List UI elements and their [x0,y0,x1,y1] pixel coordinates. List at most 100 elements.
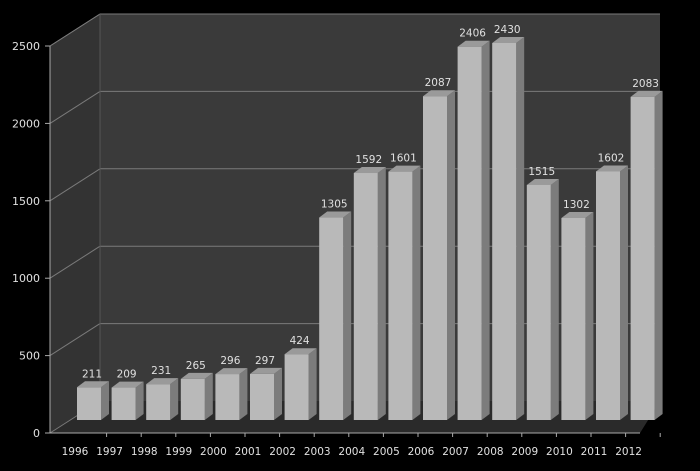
bar-2008 [492,43,517,420]
bar-2010 [561,218,586,420]
x-tick-label: 1996 [62,446,89,458]
bar-side-1998 [170,378,179,420]
x-tick-label: 2008 [477,446,504,458]
x-tick-label: 2010 [546,446,573,458]
bar-side-2001 [274,367,282,420]
bar-side-2009 [550,178,559,420]
top-edge [49,13,101,47]
data-label: 2430 [494,24,521,36]
y-tick-label: 1500 [12,195,40,208]
y-tick-label: 2500 [12,40,40,53]
bar-2000 [215,374,240,420]
data-label: 424 [290,335,310,347]
bar-side-2006 [447,90,455,420]
bar-2011 [596,171,620,420]
bar-top-2006 [423,90,455,97]
bar-side-2010 [585,212,594,420]
y-tick-label: 2000 [12,117,40,130]
bar-2003 [319,217,344,420]
bar-top-2000 [215,368,248,375]
bar-2007 [457,46,482,421]
data-label: 265 [186,360,206,372]
bar-top-2007 [457,40,490,47]
x-tick-label: 2000 [200,446,227,458]
data-label: 1305 [321,199,348,211]
data-label: 1592 [355,154,382,166]
x-tick-label: 2009 [511,446,538,458]
x-axis: 1996 1997 1998 1999 2000 2001 2002 2003 2004 2005… [50,432,661,458]
bar-side-2012 [654,90,663,421]
x-tick-label: 2006 [408,446,435,458]
bar-1999 [180,378,205,420]
bar-top-2001 [250,367,282,374]
bar-2001 [250,373,274,420]
x-tick-label: 2005 [373,446,400,458]
x-tick-label: 2012 [615,446,642,458]
bar-top-2005 [388,165,421,172]
y-tick-label: 500 [19,350,40,363]
data-label: 209 [117,369,137,381]
data-label: 1601 [390,153,417,165]
data-label: 297 [255,355,275,367]
bar-1998 [146,384,171,420]
x-tick-label: 1997 [96,446,123,458]
bar-side-1996 [101,381,109,420]
bar-top-2010 [561,212,594,219]
gridline-side [49,245,101,279]
bar-side-2011 [620,165,628,420]
bar-top-1996 [77,381,109,388]
bar-side-2000 [239,368,248,420]
data-label: 2087 [425,77,452,89]
y-tick-label: 1000 [12,272,40,285]
x-tick-label: 2002 [269,446,296,458]
data-labels: 211 209 231 265 296 297 424 1305 1592 1601 2087 240… [82,24,659,381]
bar-2005 [388,171,413,420]
data-label: 2406 [459,28,486,40]
x-tick-label: 2011 [581,446,608,458]
bar-2009 [526,184,551,420]
bar-top-2002 [284,348,317,355]
bar-side-1997 [135,381,144,420]
bar-top-1997 [111,381,144,388]
bar-side-2007 [481,40,490,421]
data-label: 1302 [563,199,590,211]
data-label: 1515 [528,166,555,178]
bar-side-2005 [412,165,421,420]
bar-side-2004 [377,167,386,420]
bar-top-2009 [526,178,559,185]
gridline-side [49,90,101,124]
gridline-side [49,323,101,357]
bar-2006 [423,96,447,420]
bar-top-2003 [319,211,352,218]
gridline-side [49,168,101,202]
bar-side-2003 [343,211,352,420]
y-axis: 0 500 1000 1500 2000 2500 [12,40,51,440]
bar-top-2012 [630,90,663,97]
data-label: 2083 [632,78,659,90]
x-tick-label: 2007 [442,446,469,458]
bar-top-1999 [180,372,213,379]
side-wall [50,14,100,433]
bar-side-2002 [308,348,317,420]
data-label: 211 [82,368,102,380]
x-tick-label: 1998 [131,446,158,458]
x-tick-label: 2001 [235,446,262,458]
bar-top-1998 [146,378,179,385]
y-tick-label: 0 [33,427,40,440]
x-tick-label: 2004 [338,446,365,458]
bars [77,37,663,421]
x-tick-label: 1999 [165,446,192,458]
data-label: 231 [151,365,171,377]
bar-top-2011 [596,165,628,172]
bar-top-2008 [492,37,525,43]
bar-side-2008 [516,37,525,420]
bar-1996 [77,387,101,420]
bar-2004 [353,173,378,420]
bar-side-1999 [204,372,213,420]
bar-2012 [630,96,655,421]
data-label: 1602 [598,152,625,164]
x-tick-label: 2003 [304,446,331,458]
bar-2002 [284,354,309,420]
